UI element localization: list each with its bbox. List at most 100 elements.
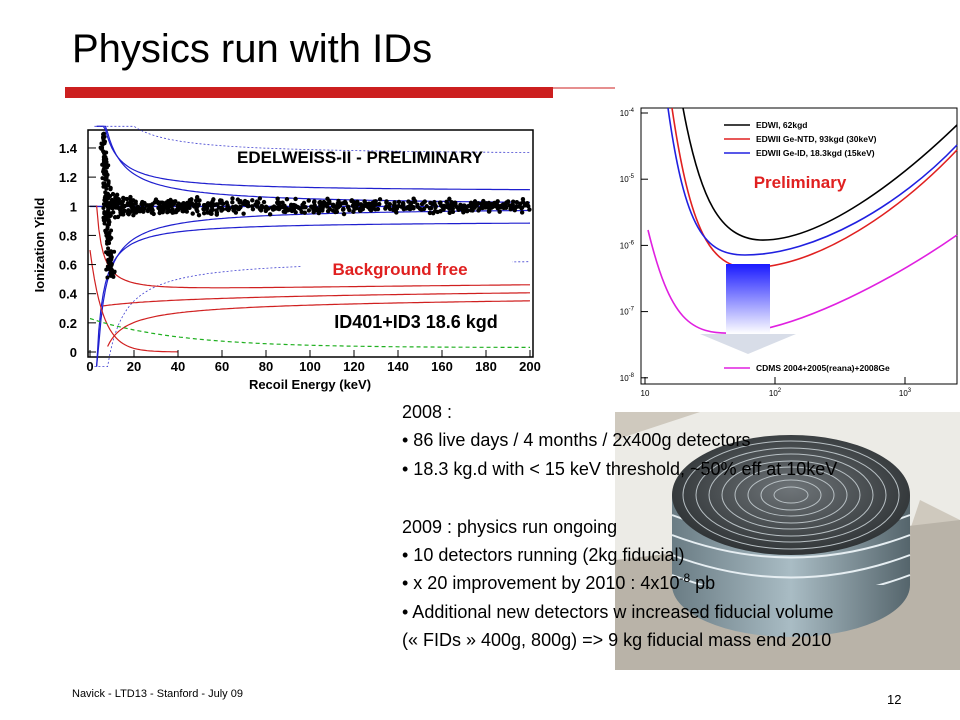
event-dot [108,273,113,278]
event-dot [103,173,108,178]
event-dot [362,199,367,204]
event-dot [189,200,195,206]
y-tick-label-base: 10 [620,308,629,317]
y-tick-label: 1 [70,199,77,214]
event-dot [361,203,366,208]
event-dot [486,200,492,206]
body-line: • x 20 improvement by 2010 : 4x10-8 pb [402,571,715,593]
event-dot [495,199,500,204]
event-dot [106,246,111,251]
event-dot [387,201,393,207]
x-tick-label-base: 10 [899,389,908,398]
event-dot [249,204,255,209]
event-dot [175,203,180,208]
event-dot [134,209,140,214]
event-dot [321,203,326,208]
body-text: 2008 : • 86 live days / 4 months / 2x400g… [402,402,837,650]
event-dot [195,195,200,200]
event-dot [212,202,217,208]
event-dot [104,215,109,220]
y-tick-label-base: 10 [620,241,629,250]
x-tick-label: 40 [171,359,185,374]
event-dot [230,200,235,205]
body-line: 2008 : [402,402,452,422]
label-box [302,253,512,283]
event-dot [444,199,449,205]
event-dot [105,165,110,170]
event-dot [519,210,525,215]
event-dot [121,195,126,201]
event-dot [437,200,443,205]
event-dot [210,199,215,204]
event-dot [104,202,109,207]
event-dot [263,204,269,209]
event-dot [333,209,338,215]
event-dot [103,228,108,233]
improvement-arrow-head [700,334,796,354]
event-dot [242,198,248,204]
event-dot [400,201,406,206]
x-tick-label: 120 [343,359,365,374]
event-dot [171,202,176,207]
event-dot [441,205,446,210]
event-dot [327,199,332,204]
event-dot [153,197,159,202]
band-curve [107,300,531,347]
event-dot [101,167,106,172]
y-tick-label: 0.8 [59,228,77,243]
event-dot [126,212,131,217]
footer: Navick - LTD13 - Stanford - July 09 [72,688,243,700]
y-tick-label-exp: -4 [629,108,635,114]
event-dot [313,208,319,213]
event-dot [101,205,106,210]
event-dot [241,211,246,216]
event-dot [191,204,197,209]
event-dot [189,197,194,202]
event-dot [243,202,249,208]
event-dot [104,150,109,155]
band-curve [96,222,531,367]
event-dot [157,204,163,209]
x-tick-label: 10 [641,389,650,398]
event-dot [257,196,263,201]
event-dot [201,206,206,212]
event-dot [387,206,393,212]
improvement-arrow [726,264,770,334]
band-curve [96,205,530,289]
y-tick-label: 0 [70,345,77,360]
event-dot [516,204,522,209]
band-curve [89,250,179,353]
event-dot [405,204,410,210]
y-axis-label: Ionization Yield [32,198,47,293]
event-dot [415,204,420,210]
x-tick-label: 20 [127,359,141,374]
y-tick-label: 10-6 [620,240,635,250]
label-box [318,308,518,334]
event-dot [122,203,127,209]
event-dot [214,208,219,213]
body-line: • 18.3 kg.d with < 15 keV threshold, ~50… [402,459,837,479]
x-tick-label: 80 [259,359,273,374]
x-tick-label-exp: 2 [778,388,782,394]
event-dot [369,206,375,212]
limit-curve [682,107,958,241]
legend-label: EDWII Ge-ID, 18.3kgd (15keV) [756,148,875,158]
y-tick-label: 1.2 [59,170,77,185]
event-dot [103,194,108,199]
event-dot [351,200,356,205]
event-dot [392,200,397,205]
superscript: -8 [679,571,690,585]
y-tick-label-exp: -6 [629,240,635,246]
x-tick-label: 180 [475,359,497,374]
y-tick-label: 10-5 [620,174,635,184]
x-axis-label: Recoil Energy (keV) [249,377,371,392]
slide-title: Physics run with IDs [72,27,432,71]
event-dot [210,207,215,213]
event-dot [432,208,438,214]
event-dot [104,186,109,191]
event-dot [501,202,506,207]
y-tick-label: 10-8 [620,373,635,383]
event-dot [527,207,532,212]
event-dot [450,209,456,215]
